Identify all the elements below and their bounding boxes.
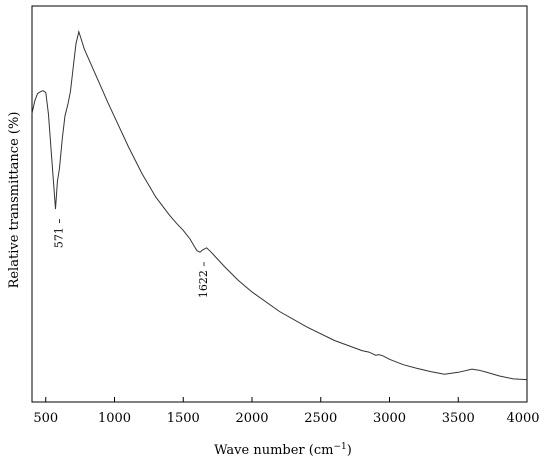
y-axis-title: Relative transmittance (%) [7,112,22,289]
x-axis: 500 1000 1500 2000 2500 3000 3500 4000 [33,397,540,426]
peak-label-571: 571 [53,219,66,248]
peak-label-text: 1622 [197,270,210,298]
x-tick-label: 3000 [373,411,406,426]
x-tick-label: 500 [33,411,58,426]
peak-label-text: 571 [53,227,66,248]
x-tick-label: 2500 [304,411,337,426]
plot-area-frame [31,5,528,403]
x-tick-label: 1000 [98,411,131,426]
spectrum-series-line [31,29,528,381]
x-tick-label: 4000 [506,411,539,426]
x-axis-title: Wave number (cm−1) [214,442,352,458]
x-tick-label: 3500 [442,411,475,426]
x-tick-label: 2000 [235,411,268,426]
x-tick-label: 1500 [167,411,200,426]
peak-label-1622: 1622 [197,262,210,298]
peak-annotations: 571 1622 [53,219,210,298]
